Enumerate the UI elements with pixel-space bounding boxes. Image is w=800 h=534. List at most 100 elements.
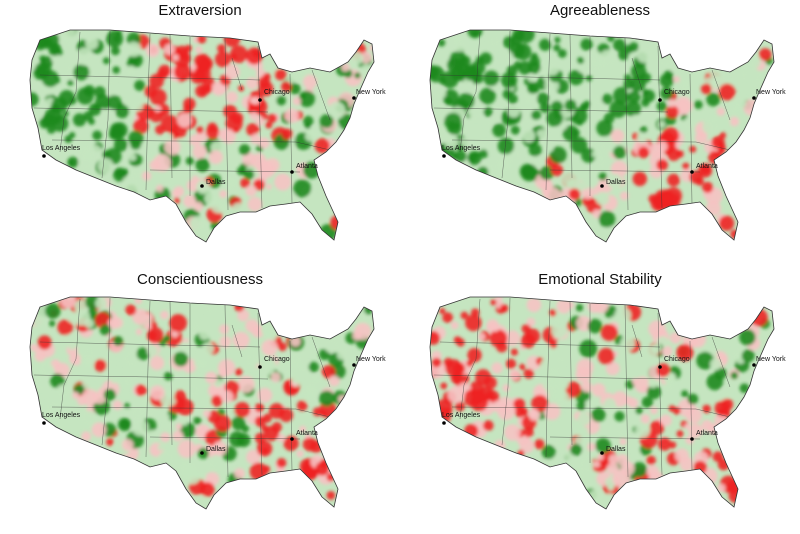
county-blob — [279, 358, 298, 377]
state-border — [33, 374, 269, 380]
county-blob — [217, 44, 226, 53]
county-blob — [658, 437, 672, 451]
county-blob — [203, 410, 211, 418]
county-blob — [607, 484, 614, 491]
county-blob — [479, 87, 496, 105]
county-blob — [720, 388, 732, 399]
county-blob — [60, 297, 76, 309]
county-blob — [283, 435, 299, 451]
county-blob — [720, 356, 728, 364]
county-blob — [146, 345, 158, 357]
county-blob — [218, 202, 230, 214]
county-blob — [64, 135, 73, 143]
county-blob — [208, 150, 223, 165]
county-blob — [92, 130, 103, 141]
county-blob — [680, 77, 691, 88]
county-blob — [218, 359, 236, 377]
county-blob — [528, 408, 539, 418]
county-blob — [579, 339, 598, 358]
county-blob — [254, 416, 266, 427]
county-blob — [464, 424, 479, 438]
county-blob — [508, 77, 516, 84]
county-blob — [597, 347, 615, 365]
county-blob — [524, 328, 540, 344]
city-marker — [658, 365, 662, 369]
state-border — [433, 374, 669, 380]
county-blob — [265, 121, 273, 129]
state-border — [569, 33, 573, 179]
county-blob — [537, 343, 545, 351]
county-blob — [301, 386, 318, 403]
county-blob — [705, 200, 721, 216]
county-blob — [256, 440, 273, 457]
county-blob — [189, 215, 207, 233]
county-blob — [640, 370, 647, 377]
county-blob — [224, 64, 240, 80]
county-blob — [33, 315, 46, 328]
county-blob — [694, 131, 708, 144]
county-blob — [475, 369, 492, 386]
state-border — [657, 45, 663, 209]
county-blob — [539, 359, 551, 370]
county-blob — [593, 93, 602, 103]
county-blob — [245, 185, 257, 197]
county-blob — [198, 328, 211, 340]
city-marker — [258, 365, 262, 369]
county-blob — [472, 77, 479, 85]
city-marker — [752, 363, 756, 367]
state-border — [439, 341, 661, 348]
county-blob — [562, 173, 576, 187]
county-blob — [442, 312, 453, 323]
county-blob — [606, 462, 619, 475]
county-blob — [202, 58, 213, 69]
city-marker — [290, 437, 294, 441]
county-blob — [603, 112, 615, 124]
county-blob — [328, 101, 346, 119]
county-blob — [591, 407, 606, 422]
county-blob — [175, 423, 183, 430]
county-blob — [276, 95, 286, 106]
state-border — [545, 33, 551, 191]
county-blob — [501, 51, 514, 64]
state-borders — [433, 30, 731, 211]
county-blob — [661, 345, 673, 357]
county-blob — [67, 341, 77, 350]
state-border — [59, 298, 81, 420]
county-blob — [160, 310, 169, 320]
county-blob — [72, 113, 87, 127]
county-blob — [554, 36, 561, 44]
county-blob — [113, 336, 123, 346]
county-blob — [732, 95, 746, 110]
county-blob — [158, 64, 171, 78]
county-blob — [121, 175, 140, 194]
county-blob — [702, 117, 720, 135]
city-label: Los Angeles — [42, 145, 81, 152]
county-blob — [195, 130, 208, 143]
county-blob — [39, 55, 47, 63]
county-blob — [304, 122, 312, 129]
county-blob — [718, 83, 736, 101]
county-blob — [446, 57, 462, 73]
county-blob — [95, 297, 108, 310]
county-blob — [186, 383, 201, 398]
county-blob — [526, 297, 542, 313]
county-blob — [85, 36, 99, 50]
county-blob — [107, 318, 119, 330]
state-border — [149, 436, 301, 440]
county-blob — [488, 35, 501, 48]
county-blob — [252, 378, 262, 388]
county-blob — [208, 460, 218, 470]
county-blob — [739, 383, 750, 393]
city-marker — [442, 154, 446, 158]
county-blob — [591, 383, 606, 397]
county-blob — [201, 342, 215, 355]
county-blob — [102, 422, 117, 437]
city-marker — [200, 451, 204, 455]
county-blob — [219, 336, 232, 348]
county-blob — [674, 448, 689, 463]
county-blob — [500, 304, 509, 313]
city-marker — [600, 184, 604, 188]
county-blob — [552, 438, 561, 447]
county-blob — [113, 138, 128, 152]
city-label: Atlanta — [296, 430, 318, 437]
